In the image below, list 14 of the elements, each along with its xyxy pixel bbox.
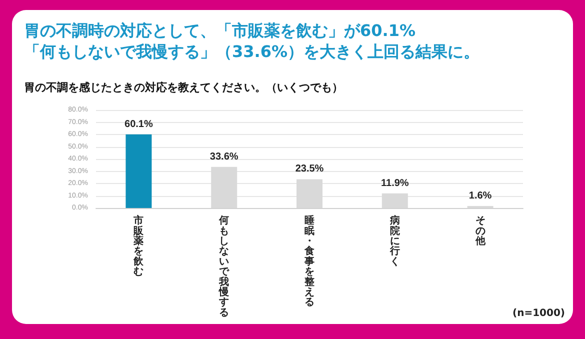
data-label: 33.6% — [210, 151, 238, 162]
category-label: 睡眠・食事を整える — [304, 216, 314, 308]
chart-subtitle: 胃の不調を感じたときの対応を教えてください。（いくつでも） — [24, 80, 343, 95]
data-label: 23.5% — [295, 164, 324, 175]
x-tick-label: 市販薬を飲む — [132, 214, 145, 278]
category-label: 何もしないで我慢する — [219, 216, 230, 318]
chart-title: 胃の不調時の対応として、「市販薬を飲む」が60.1% 「何もしないで我慢する」（33.6%）を大きく上回る結果に。 — [24, 20, 480, 62]
bar — [126, 134, 152, 208]
data-label: 11.9% — [380, 178, 409, 189]
x-tick-label: 病院に行く — [388, 214, 400, 268]
data-label: 1.6% — [468, 190, 492, 202]
data-label: 60.1% — [124, 118, 153, 130]
x-tick-label: その他 — [474, 216, 486, 247]
text: (n=1000) — [512, 308, 565, 319]
